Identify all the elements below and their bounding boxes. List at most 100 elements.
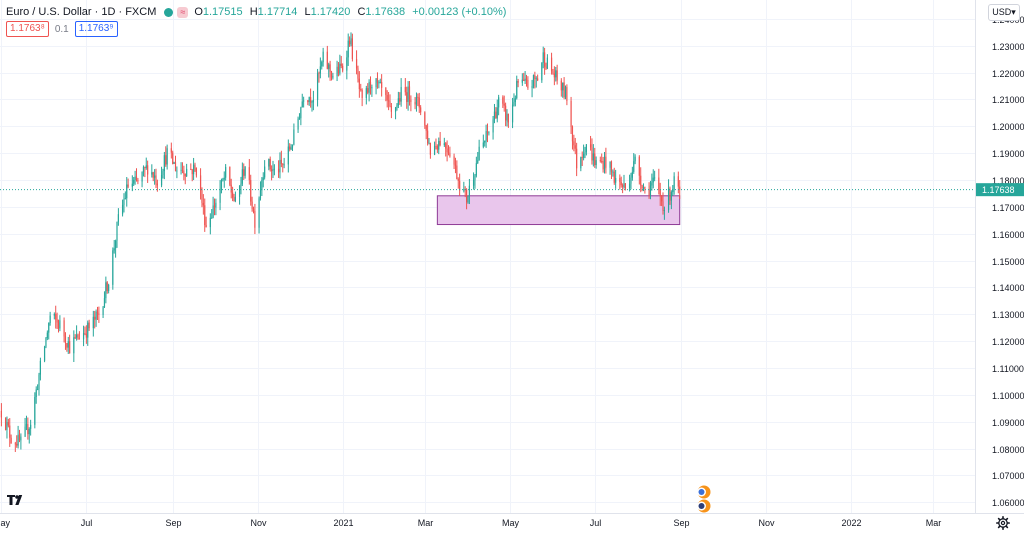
- candle-body: [669, 188, 671, 201]
- candle: [123, 193, 125, 213]
- candle-body: [112, 250, 114, 285]
- economic-events-icon[interactable]: [692, 484, 716, 514]
- symbol-title[interactable]: Euro / U.S. Dollar · 1D · FXCM: [6, 6, 157, 18]
- candle: [527, 76, 529, 90]
- gear-icon[interactable]: [996, 516, 1010, 530]
- candle-body: [583, 153, 585, 158]
- data-status-icon: ≈: [177, 6, 189, 18]
- candle: [56, 312, 58, 330]
- candle-body: [25, 424, 28, 427]
- candle: [67, 336, 69, 354]
- candle-body: [142, 167, 145, 172]
- candle: [350, 32, 352, 47]
- candle-body: [38, 374, 40, 390]
- candle: [229, 166, 231, 187]
- time-tick-label: 2021: [333, 518, 353, 528]
- candle: [77, 333, 79, 340]
- tradingview-logo-icon[interactable]: [6, 493, 26, 507]
- candle-body: [241, 169, 243, 184]
- candle: [124, 191, 126, 200]
- candle: [219, 180, 221, 211]
- candle-body: [234, 196, 236, 202]
- candle: [531, 79, 533, 98]
- candle-body: [39, 360, 41, 375]
- candle: [449, 146, 451, 158]
- candle-body: [610, 161, 613, 172]
- candle-body: [254, 210, 256, 228]
- candle-body: [369, 81, 372, 89]
- sell-button[interactable]: 1.1763⁸: [6, 21, 49, 37]
- candle: [603, 152, 606, 174]
- candle-body: [584, 152, 586, 154]
- candle-body: [527, 79, 529, 89]
- candle: [291, 144, 294, 151]
- candle: [360, 83, 362, 92]
- candle-body: [53, 314, 55, 316]
- candle-body: [230, 184, 232, 193]
- candle-body: [259, 190, 262, 199]
- candle: [381, 74, 383, 97]
- candle: [599, 156, 601, 163]
- candle-body: [659, 189, 661, 197]
- candle-body: [624, 183, 626, 189]
- candle: [541, 62, 543, 83]
- candle: [424, 111, 426, 129]
- candle-body: [429, 142, 431, 155]
- candle: [165, 146, 167, 167]
- candle-body: [303, 100, 305, 102]
- candle: [328, 62, 330, 78]
- low-label: L: [304, 6, 311, 18]
- price-tick-label: 1.10000: [992, 391, 1024, 401]
- candle-body: [273, 168, 275, 170]
- candle: [316, 68, 319, 107]
- candle-body: [445, 143, 447, 149]
- candle-body: [43, 346, 46, 361]
- currency-selector[interactable]: USD▾: [988, 4, 1020, 21]
- candle: [622, 183, 624, 194]
- candle-body: [155, 175, 157, 184]
- candle-body: [535, 78, 537, 80]
- candle: [475, 156, 477, 178]
- candle: [628, 174, 631, 192]
- support-zone-rectangle: [436, 195, 681, 226]
- candle-body: [49, 315, 51, 324]
- candle: [94, 310, 96, 329]
- candle: [303, 96, 305, 108]
- candle-body: [371, 87, 373, 89]
- candle: [407, 81, 409, 111]
- candle: [408, 81, 411, 106]
- candle: [339, 54, 341, 76]
- candle-body: [316, 73, 319, 100]
- candle: [415, 92, 418, 112]
- price-tick-label: 1.15000: [992, 257, 1024, 267]
- candle: [87, 320, 89, 346]
- candle-body: [576, 148, 578, 169]
- candle: [73, 330, 75, 362]
- candle: [644, 186, 646, 194]
- time-axis[interactable]: May Jul Sep Nov 2021 Mar May Jul Sep Nov 2022 Mar: [0, 518, 941, 528]
- buy-button[interactable]: 1.1763⁹: [74, 21, 118, 37]
- price-tick-label: 1.08000: [992, 445, 1024, 455]
- candle-body: [503, 103, 505, 106]
- candle-body: [154, 175, 156, 178]
- candle: [351, 33, 353, 62]
- candle-body: [615, 177, 617, 183]
- candle-body: [78, 338, 80, 340]
- candle: [631, 166, 633, 181]
- price-tick-label: 1.18000: [992, 176, 1024, 186]
- open-label: O: [194, 6, 203, 18]
- high-label: H: [249, 6, 258, 18]
- candle-body: [553, 73, 555, 78]
- candle-body: [193, 164, 195, 175]
- candle-body: [475, 163, 477, 176]
- price-axis[interactable]: 1.240001.230001.220001.210001.200001.190…: [976, 15, 1024, 508]
- candle-body: [630, 177, 632, 184]
- candle-body: [300, 107, 302, 119]
- candle: [482, 134, 484, 149]
- candle-body: [117, 214, 119, 222]
- high-value: 1.17714: [257, 6, 298, 18]
- candle-body: [654, 177, 656, 179]
- candle: [106, 281, 108, 294]
- candle: [269, 156, 271, 172]
